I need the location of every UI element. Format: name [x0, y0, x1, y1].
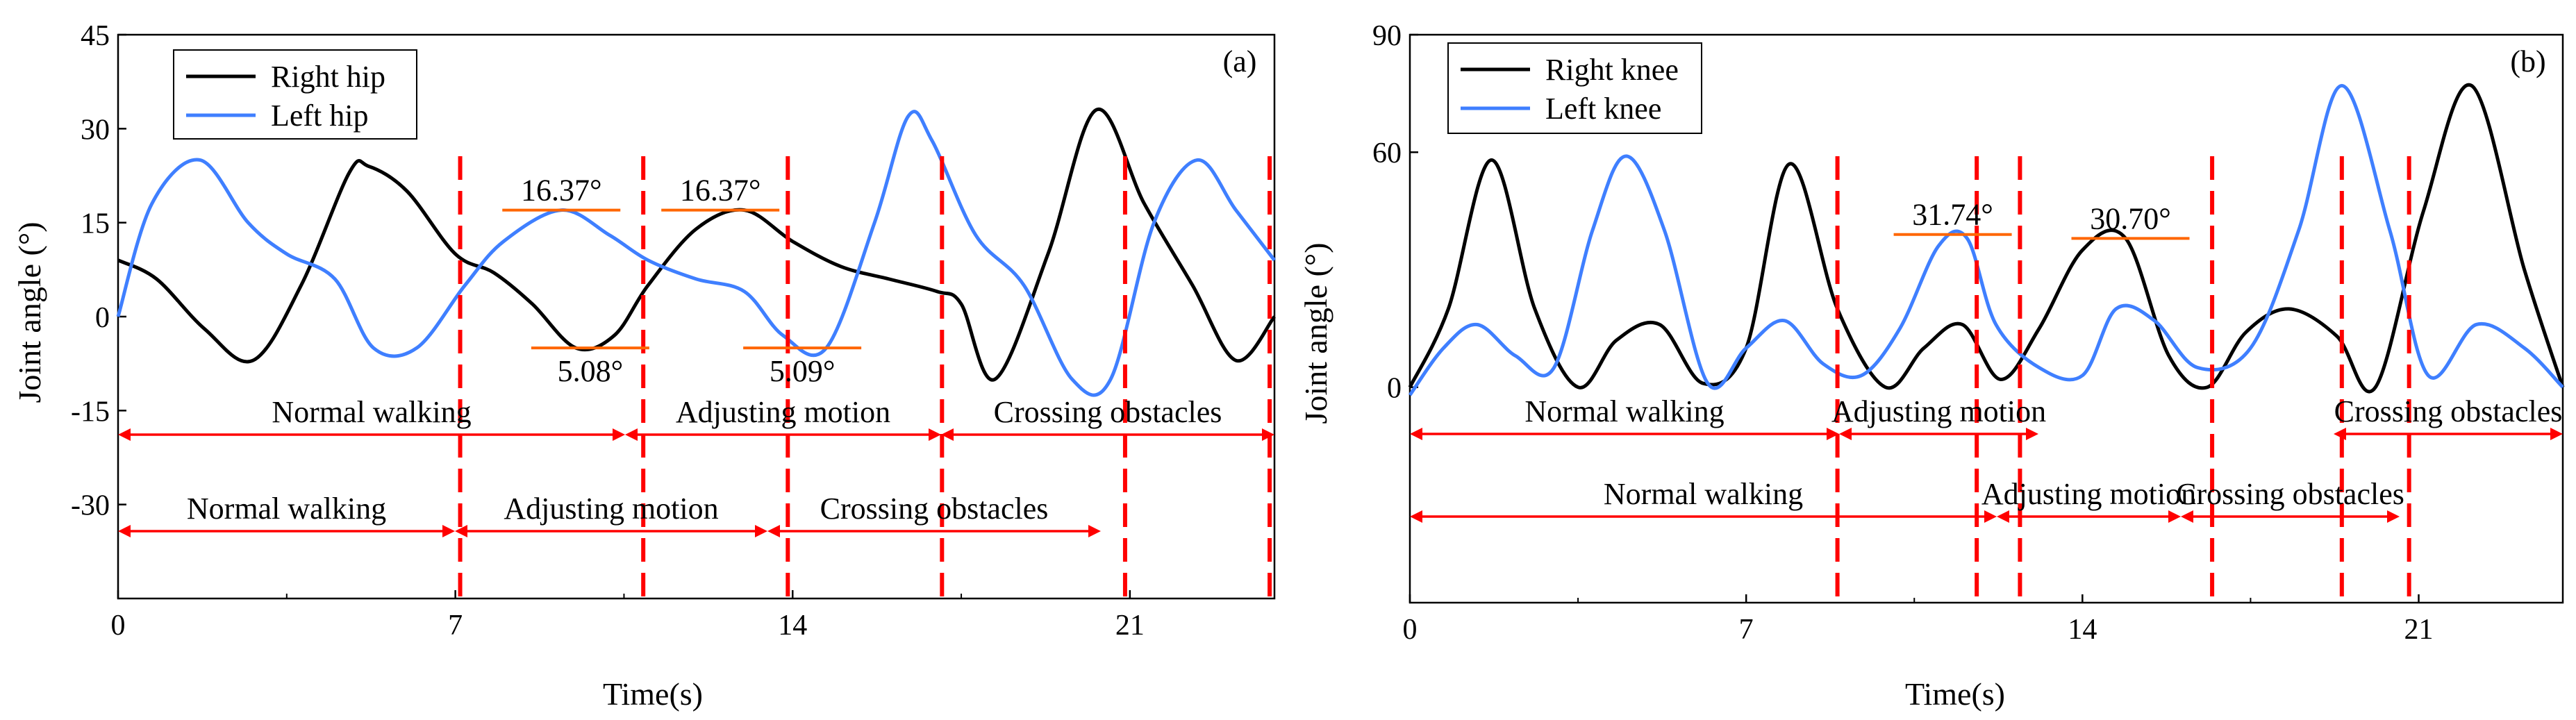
panel-a-phase-upper-label: Crossing obstacles — [994, 395, 1222, 429]
panel-b-label: (b) — [2510, 44, 2545, 78]
panel-a-ytick-label: -30 — [71, 490, 110, 522]
panel-a-annotation-layer: 16.37° 16.37° 5.08° 5.09° — [502, 174, 862, 388]
panel-a-phase-upper-arrow-head-right — [929, 428, 941, 441]
panel-b-annotation-layer: 31.74° 30.70° — [1893, 198, 2190, 240]
panel-a-series-0-line — [117, 107, 1276, 382]
panel-a-ylabel: Joint angle (°) — [12, 221, 47, 403]
panel-a-phase-lower-arrow-head-right — [1088, 525, 1101, 537]
panel-b-legend-box — [1447, 42, 1702, 134]
panel-b-vline-layer — [1835, 156, 2411, 603]
panel-b-phase-upper-label: Crossing obstacles — [2334, 394, 2563, 428]
panel-a-phase-lower-arrow-head-right — [442, 525, 455, 537]
panel-a-annotation-label: 16.37° — [680, 174, 761, 208]
panel-b-phase-lower-label: Normal walking — [1604, 477, 1803, 511]
panel-a-xlabel: Time(s) — [603, 676, 703, 712]
panel-b-frame — [1409, 33, 2564, 604]
panel-b-xtick-label: 14 — [2068, 614, 2097, 646]
panel-b-phase-lower-arrow-head-right — [2387, 510, 2400, 523]
panel-b-phase-lower-arrow-head-left — [1997, 510, 2009, 523]
panel-a-phase-upper-arrow-head-left — [118, 428, 131, 441]
panel-b-ytick-label: 0 — [1387, 373, 1402, 405]
panel-b-annotation-label: 31.74° — [1912, 198, 1993, 232]
panel-b-legend-label: Left knee — [1545, 92, 1661, 126]
panel-a-phase-lower-arrow-head-left — [118, 525, 131, 537]
panel-b-phase-upper-arrow-head-left — [2334, 428, 2346, 440]
panel-a-phase-lower-arrow-head-left — [767, 525, 780, 537]
panel-b-annotation-label: 30.70° — [2090, 201, 2171, 235]
panel-a-series-layer — [116, 107, 1276, 397]
panel-a: -30 -15 0 15 30 45 0 7 14 21 16.37° 16.37° 5.08° 5.0… — [12, 20, 1276, 712]
panel-b-axes-layer: 0 60 90 0 7 14 21 — [1372, 20, 2564, 646]
panel-b-ytick-label: 60 — [1372, 137, 1402, 169]
panel-b-phase-upper-label: Adjusting motion — [1831, 394, 2046, 428]
panel-a-xtick-label: 21 — [1115, 610, 1145, 642]
panel-b-xtick-label: 21 — [2404, 614, 2434, 646]
panel-a-phase-upper-arrow-head-right — [1262, 428, 1274, 441]
panel-b-phase-upper-label: Normal walking — [1524, 394, 1724, 428]
panel-a-ytick-label: 30 — [81, 114, 110, 146]
panel-a-label: (a) — [1223, 44, 1257, 78]
panel-a-axes-layer: -30 -15 0 15 30 45 0 7 14 21 — [71, 20, 1276, 642]
panel-a-phase-layer: Normal walking Adjusting motion Crossing o… — [118, 395, 1274, 537]
panel-b-phase-upper-arrow-head-left — [1839, 428, 1852, 440]
panel-b-phase-upper-arrow-head-right — [2026, 428, 2038, 440]
panel-b-phase-lower-arrow-head-right — [2168, 510, 2181, 523]
panel-a-vline-layer — [458, 156, 1272, 598]
panel-a-phase-upper-arrow-head-left — [625, 428, 638, 441]
panel-a-phase-lower-arrow-head-right — [755, 525, 767, 537]
panel-b-xtick-label: 7 — [1739, 614, 1754, 646]
panel-b-phase-lower-label: Adjusting motion — [1981, 477, 2196, 511]
panel-b-legend-label: Right knee — [1545, 53, 1679, 87]
panel-b-phase-lower-arrow-head-left — [1410, 510, 1422, 523]
panel-b-xlabel: Time(s) — [1905, 676, 2005, 712]
panel-a-phase-upper-arrow-head-left — [941, 428, 954, 441]
panel-b-ylabel: Joint angle (°) — [1298, 242, 1333, 424]
panel-a-xtick-label: 14 — [778, 610, 807, 642]
panel-b-series-1-line — [1408, 83, 2564, 396]
panel-a-phase-upper-arrow-head-right — [613, 428, 625, 441]
panel-a-ytick-label: 0 — [95, 302, 110, 334]
panel-b-xtick-label: 0 — [1403, 614, 1418, 646]
panel-a-ytick-label: -15 — [71, 396, 110, 428]
panel-b-phase-upper-arrow-head-left — [1410, 428, 1422, 440]
panel-b-legend: Right knee Left knee — [1447, 42, 1702, 134]
panel-a-legend-label: Right hip — [271, 60, 385, 94]
panel-a-legend: Right hip Left hip — [173, 49, 417, 140]
panel-a-phase-upper-label: Adjusting motion — [676, 395, 890, 429]
panel-a-ytick-label: 45 — [81, 20, 110, 52]
panel-a-annotation-label: 5.08° — [558, 354, 624, 388]
panel-a-annotation-label: 5.09° — [770, 354, 836, 388]
panel-b-series-layer — [1408, 83, 2565, 396]
panel-a-xtick-label: 7 — [448, 610, 463, 642]
panel-b-series-0-line — [1408, 83, 2565, 394]
panel-a-annotation-label: 16.37° — [521, 174, 602, 208]
panel-a-ytick-label: 15 — [81, 208, 110, 240]
panel-a-xtick-label: 0 — [111, 610, 126, 642]
panel-a-phase-lower-arrow-head-left — [455, 525, 467, 537]
panel-b-phase-upper-arrow-head-right — [1827, 428, 1839, 440]
panel-b-phase-lower-label: Crossing obstacles — [2176, 477, 2404, 511]
panel-a-phase-lower-label: Adjusting motion — [504, 492, 718, 526]
panel-b-phase-layer: Normal walking Adjusting motion Crossing o… — [1410, 394, 2563, 523]
panel-a-phase-lower-label: Normal walking — [187, 492, 386, 526]
panel-a-series-1-line — [116, 110, 1276, 397]
panel-b-phase-upper-arrow-head-right — [2550, 428, 2563, 440]
panel-a-legend-label: Left hip — [271, 99, 369, 133]
panel-b-phase-lower-arrow-head-right — [1984, 510, 1997, 523]
panel-b-ytick-label: 90 — [1372, 20, 1402, 52]
panel-b: 0 60 90 0 7 14 21 31.74° 30.70° Normal walking A… — [1298, 20, 2565, 712]
panel-a-phase-lower-label: Crossing obstacles — [820, 492, 1049, 526]
panel-a-legend-box — [173, 49, 417, 140]
panel-b-phase-lower-arrow-head-left — [2181, 510, 2193, 523]
panel-a-phase-upper-label: Normal walking — [272, 395, 471, 429]
